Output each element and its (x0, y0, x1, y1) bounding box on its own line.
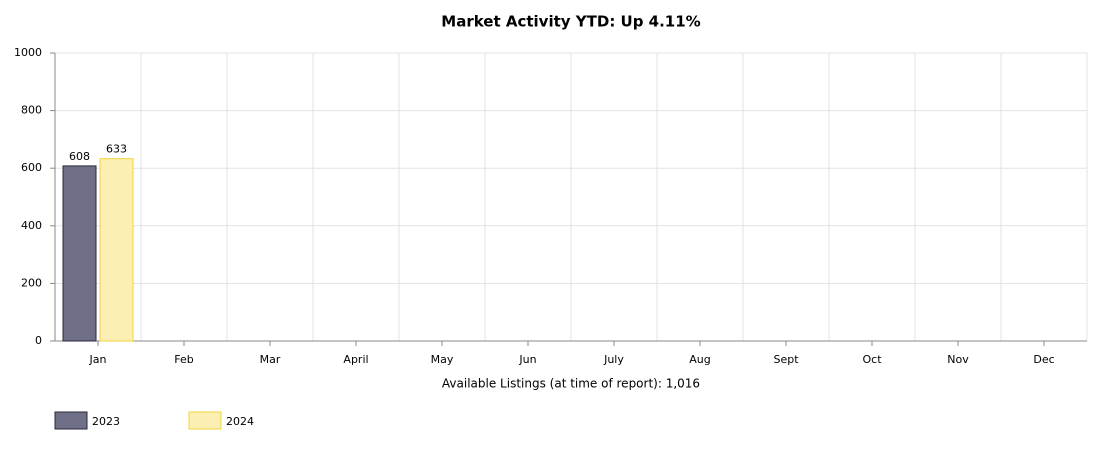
y-tick-label: 400 (21, 219, 42, 232)
x-tick-label: Aug (689, 353, 710, 366)
legend-swatch (188, 411, 222, 430)
y-tick-label: 800 (21, 104, 42, 117)
x-tick-label: Oct (862, 353, 882, 366)
y-tick-label: 600 (21, 161, 42, 174)
x-tick-label: May (431, 353, 454, 366)
bar (99, 158, 134, 342)
y-tick-label: 200 (21, 276, 42, 289)
y-tick-label: 1000 (14, 46, 42, 59)
x-tick-label: Jun (518, 353, 536, 366)
x-tick-label: Feb (174, 353, 193, 366)
x-tick-label: April (343, 353, 368, 366)
legend-label: 2023 (92, 415, 120, 428)
data-label: 633 (106, 143, 127, 156)
x-tick-label: Sept (773, 353, 799, 366)
chart-title: Market Activity YTD: Up 4.11% (441, 13, 700, 31)
x-tick-label: July (603, 353, 624, 366)
y-tick-label: 0 (35, 334, 42, 347)
x-axis-label: Available Listings (at time of report): … (442, 377, 700, 391)
x-tick-label: Dec (1033, 353, 1054, 366)
legend-swatch (54, 411, 88, 430)
bar (62, 165, 97, 342)
x-tick-label: Mar (260, 353, 281, 366)
x-tick-label: Jan (89, 353, 107, 366)
legend-label: 2024 (226, 415, 254, 428)
x-tick-label: Nov (947, 353, 969, 366)
data-label: 608 (69, 150, 90, 163)
